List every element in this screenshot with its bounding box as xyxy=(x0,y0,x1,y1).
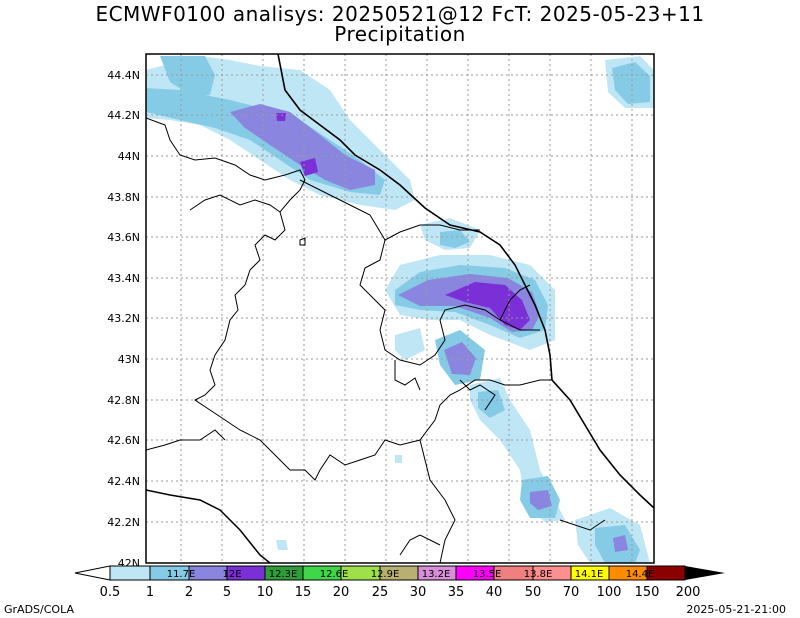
colorbar-segment xyxy=(494,566,533,580)
colorbar-value: 25 xyxy=(372,585,389,600)
lon-label: 13.5E xyxy=(473,569,502,580)
colorbar-value: 1 xyxy=(146,585,154,600)
colorbar-value: 2 xyxy=(185,585,193,600)
colorbar-value: 40 xyxy=(486,585,503,600)
colorbar-value: 10 xyxy=(257,585,274,600)
colorbar-value: 0.5 xyxy=(100,585,121,600)
lat-label: 43N xyxy=(118,353,140,366)
lat-label: 43.2N xyxy=(107,312,140,325)
lat-label: 42.4N xyxy=(107,475,140,488)
software-credit: GrADS/COLA xyxy=(4,603,74,616)
colorbar-segment xyxy=(303,566,341,580)
colorbar-high-arrow xyxy=(685,566,725,580)
lon-label: 14.1E xyxy=(575,569,604,580)
map-subtitle: Precipitation xyxy=(334,22,466,46)
colorbar-segment xyxy=(456,566,494,580)
colorbar-segment xyxy=(380,566,418,580)
colorbar-segment xyxy=(265,566,303,580)
map-title: ECMWF0100 analisys: 20250521@12 FcT: 202… xyxy=(95,2,705,26)
lon-label: 13.8E xyxy=(524,569,553,580)
lat-label: 43.4N xyxy=(107,272,140,285)
lon-label: 12E xyxy=(222,569,241,580)
colorbar-value: 200 xyxy=(676,585,701,600)
colorbar-segment xyxy=(571,566,609,580)
lat-label: 43.6N xyxy=(107,231,140,244)
lon-label: 14.4E xyxy=(626,569,655,580)
colorbar-values: 0.5 1 2 5 10 15 20 25 30 35 40 50 70 100… xyxy=(100,585,701,600)
colorbar-low-arrow xyxy=(74,565,111,581)
colorbar-segment xyxy=(150,566,189,580)
colorbar-value: 5 xyxy=(223,585,231,600)
lat-label: 44.2N xyxy=(107,109,140,122)
colorbar-segment xyxy=(418,566,456,580)
colorbar-value: 35 xyxy=(448,585,465,600)
lon-label: 12.6E xyxy=(320,569,349,580)
lat-label: 42.8N xyxy=(107,394,140,407)
colorbar-segment xyxy=(647,566,685,580)
precipitation-fields xyxy=(146,56,654,563)
map-frame xyxy=(145,53,655,564)
colorbar-segment xyxy=(227,566,265,580)
colorbar-value: 20 xyxy=(333,585,350,600)
lat-label: 44N xyxy=(118,150,140,163)
colorbar: 11.7E 12E 12.3E 12.6E 12.9E 13.2E 13.5E … xyxy=(74,565,725,600)
colorbar-value: 30 xyxy=(410,585,427,600)
colorbar-value: 100 xyxy=(597,585,622,600)
coastline-borders xyxy=(146,54,654,563)
latitude-axis: 44.4N 44.2N 44N 43.8N 43.6N 43.4N 43.2N … xyxy=(107,69,140,570)
lat-label: 42.6N xyxy=(107,434,140,447)
colorbar-value: 15 xyxy=(295,585,312,600)
lon-label: 12.3E xyxy=(269,569,298,580)
lat-label: 44.4N xyxy=(107,69,140,82)
colorbar-segment xyxy=(110,566,150,580)
colorbar-segment xyxy=(189,566,227,580)
colorbar-segment xyxy=(341,566,380,580)
lat-label: 42.2N xyxy=(107,516,140,529)
lon-label: 13.2E xyxy=(422,569,451,580)
run-timestamp: 2025-05-21-21:00 xyxy=(686,603,786,616)
colorbar-segment xyxy=(533,566,571,580)
longitude-axis: 11.7E 12E 12.3E 12.6E 12.9E 13.2E 13.5E … xyxy=(167,569,655,580)
colorbar-value: 50 xyxy=(525,585,542,600)
lon-label: 11.7E xyxy=(167,569,196,580)
colorbar-value: 70 xyxy=(563,585,580,600)
lat-label: 43.8N xyxy=(107,191,140,204)
lon-label: 12.9E xyxy=(371,569,400,580)
colorbar-value: 150 xyxy=(635,585,660,600)
colorbar-segment xyxy=(609,566,647,580)
